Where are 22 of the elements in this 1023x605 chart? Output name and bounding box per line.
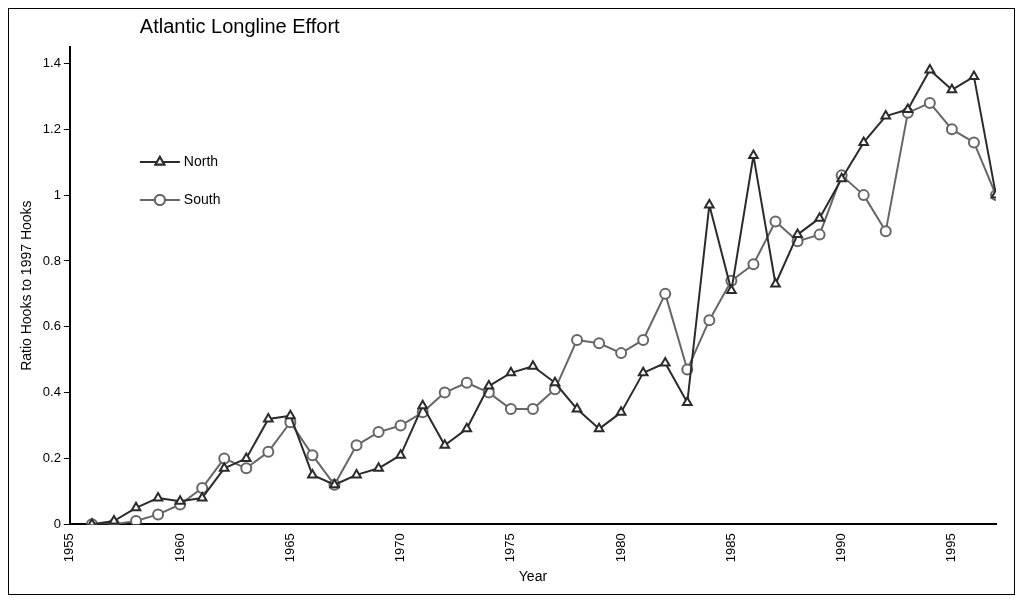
y-tick-label: 1 bbox=[53, 186, 61, 202]
x-tick-label: 1990 bbox=[833, 533, 849, 563]
y-axis-title: Ratio Hooks to 1997 Hooks bbox=[18, 200, 35, 371]
y-tick-label: 1.2 bbox=[42, 120, 61, 136]
y-tick-label: 0.6 bbox=[42, 318, 61, 334]
y-tick-label: 0.2 bbox=[42, 450, 61, 466]
x-tick-label: 1985 bbox=[722, 533, 738, 563]
x-tick-label: 1975 bbox=[502, 533, 518, 563]
y-tick-label: 0.8 bbox=[42, 252, 61, 268]
legend-label: North bbox=[183, 152, 219, 169]
x-tick-label: 1970 bbox=[392, 533, 408, 563]
x-tick-label: 1965 bbox=[281, 533, 297, 563]
chart-title: Atlantic Longline Effort bbox=[139, 14, 341, 37]
x-tick-label: 1955 bbox=[61, 533, 77, 563]
y-tick-label: 0.4 bbox=[42, 384, 61, 400]
x-tick-label: 1995 bbox=[943, 533, 959, 563]
x-tick-label: 1960 bbox=[171, 533, 187, 563]
y-tick-label: 0 bbox=[53, 515, 61, 531]
y-tick-label: 1.4 bbox=[42, 55, 61, 71]
x-axis-title: Year bbox=[518, 568, 548, 585]
x-tick-label: 1980 bbox=[612, 533, 628, 563]
legend-label: South bbox=[183, 190, 221, 207]
